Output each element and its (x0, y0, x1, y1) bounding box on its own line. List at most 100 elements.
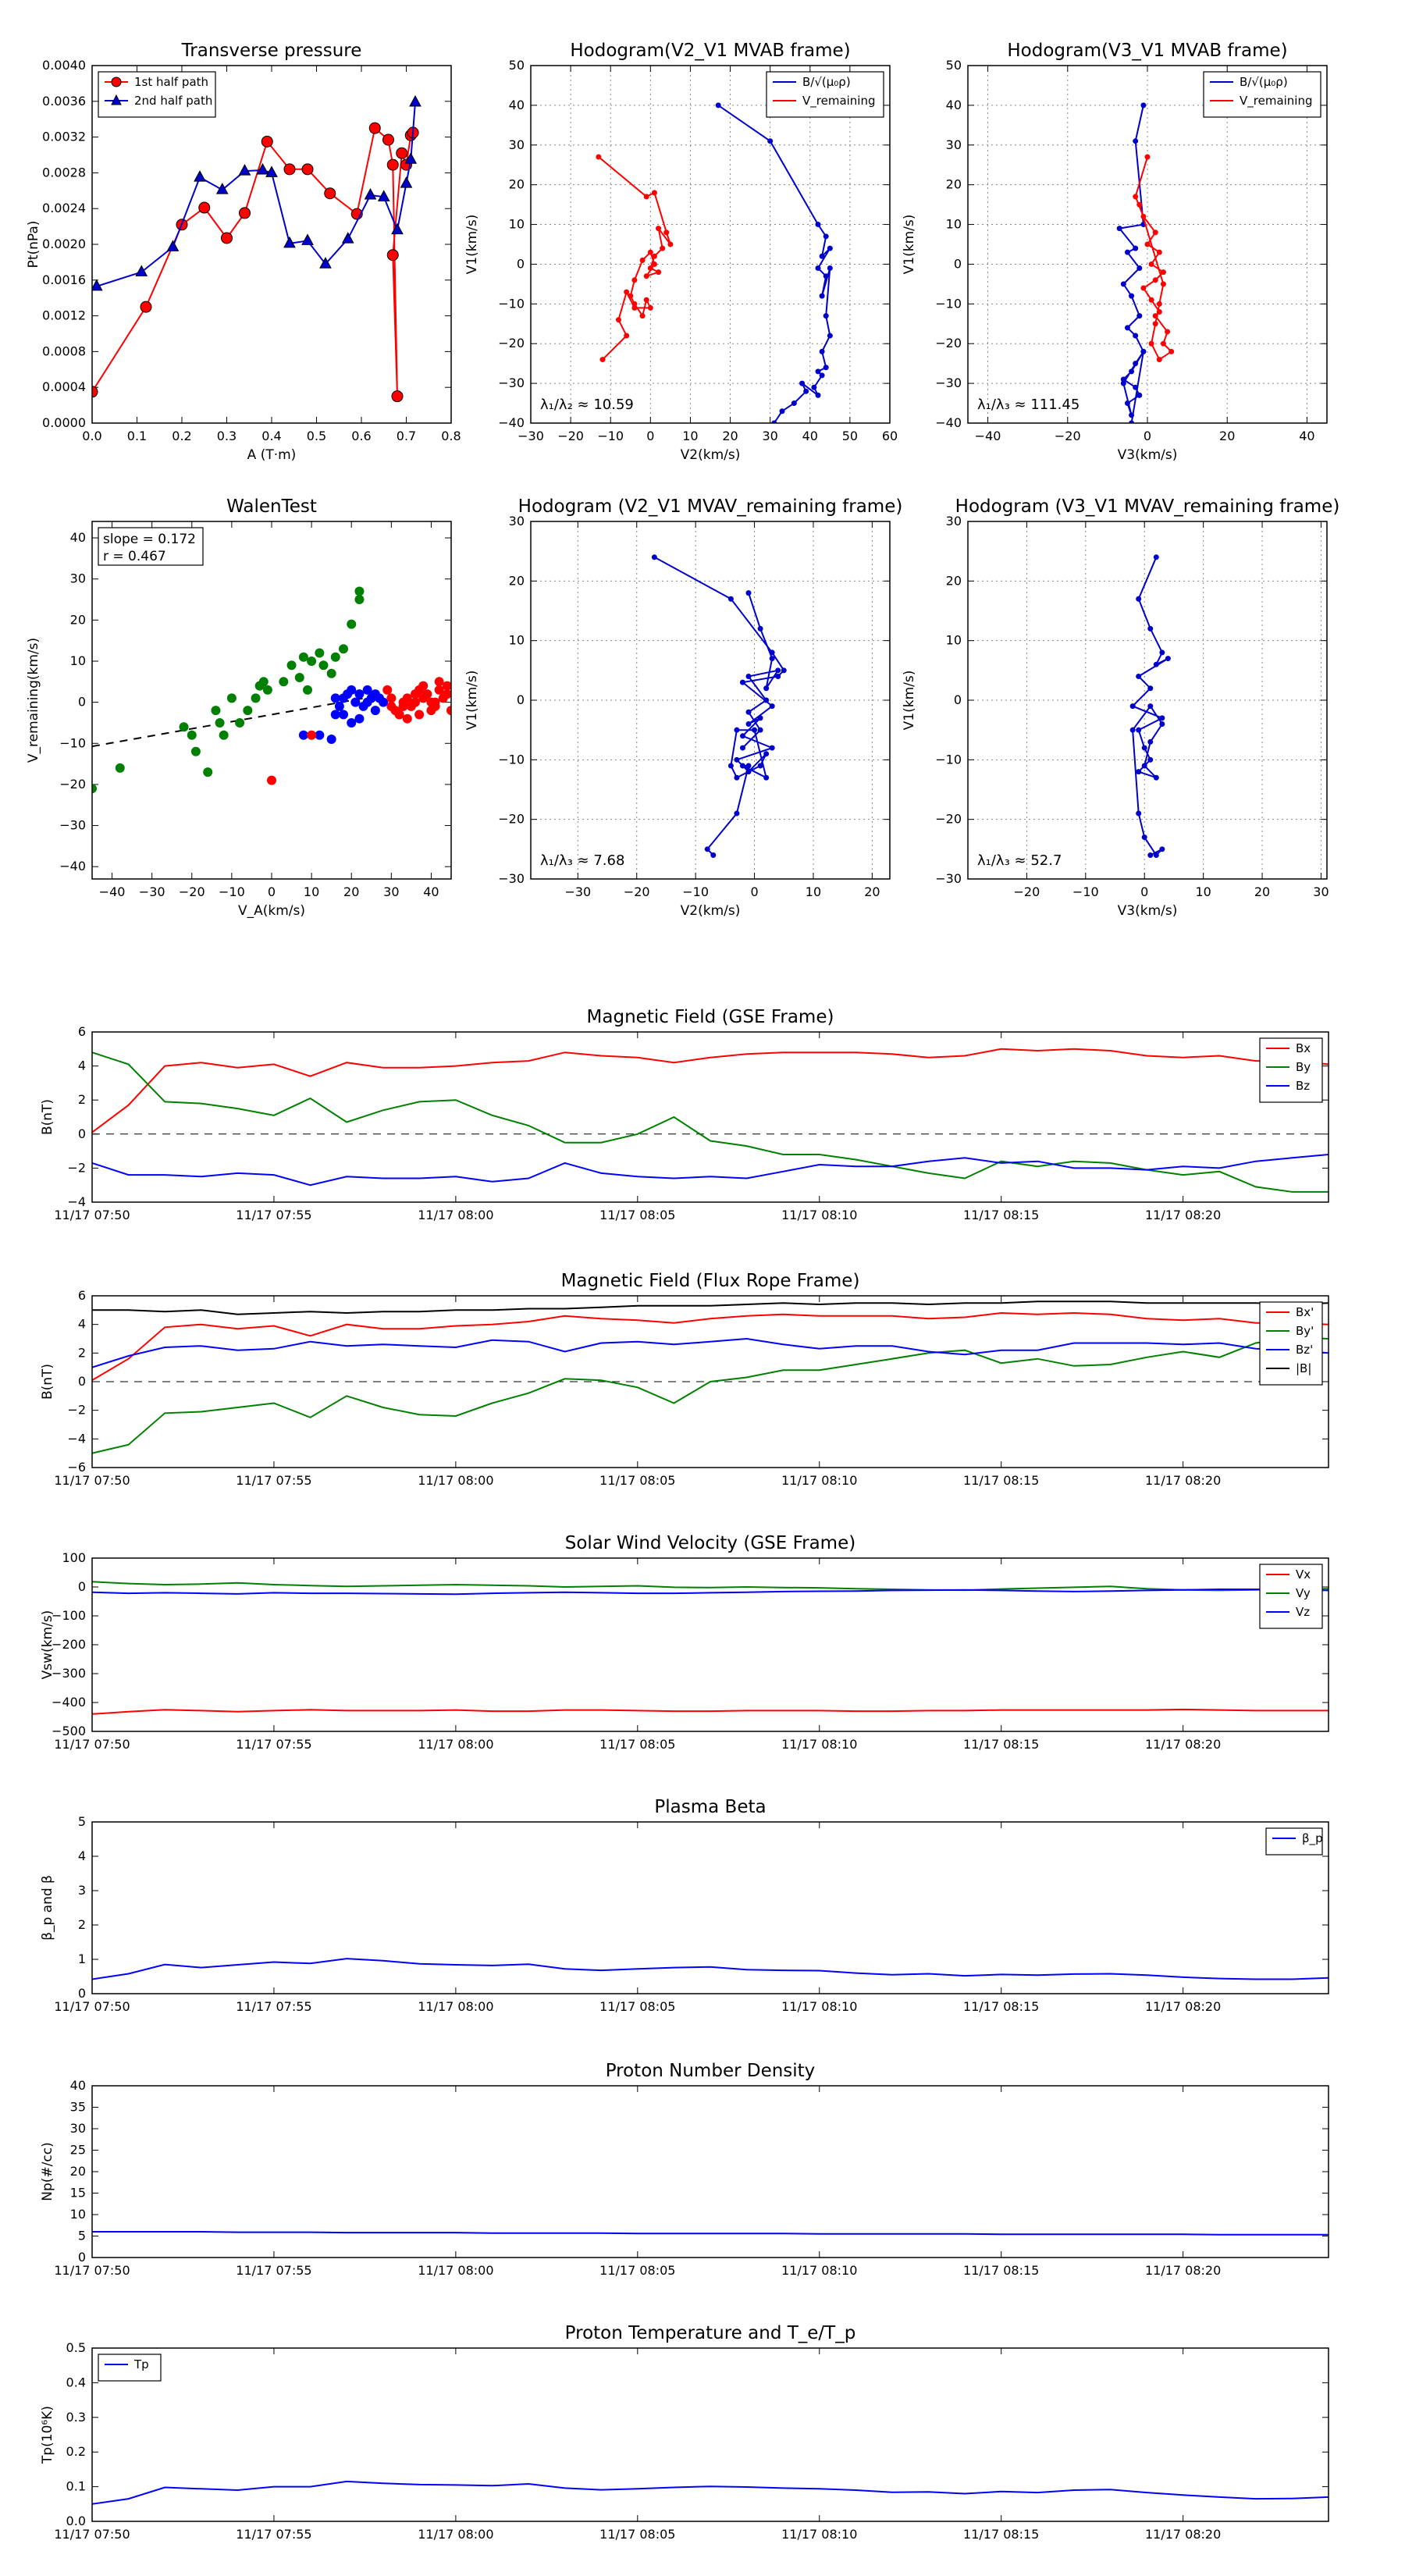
data-point (1141, 834, 1147, 841)
data-point (215, 717, 225, 728)
x-axis-label: V2(km/s) (681, 903, 741, 919)
x-tick-label: 0.8 (441, 429, 461, 443)
stats-box (98, 527, 204, 566)
x-tick-label: 0 (268, 884, 276, 899)
y-axis-label: Np(#/cc) (40, 2142, 55, 2201)
legend-label: B/√(μ₀ρ) (1240, 75, 1288, 89)
x-tick-label: −20 (1055, 429, 1081, 443)
data-point (286, 660, 297, 671)
x-tick-label: 0.3 (217, 429, 237, 443)
data-point (815, 368, 821, 375)
series-line (92, 1311, 1329, 1382)
correlation-label: r = 0.467 (103, 549, 166, 564)
y-tick-label: −20 (935, 336, 962, 350)
chart-panel-1: Hodogram(V2_V1 MVAB frame) −30 −20 −10 0 10 20… (464, 41, 898, 463)
x-tick-label: 11/17 08:15 (963, 2263, 1039, 2278)
series-2 (92, 1589, 1329, 1596)
legend: Bx' By' Bz' |B| (1259, 1301, 1323, 1386)
data-point (1136, 810, 1142, 817)
chart-title: Hodogram (V2_V1 MVAV_remaining frame) (518, 496, 903, 517)
data-point (319, 257, 332, 269)
y-tick-label: 0.3 (66, 2410, 86, 2425)
x-tick-label: 11/17 08:15 (963, 1999, 1039, 2014)
data-point (781, 667, 787, 674)
x-tick-label: 20 (864, 884, 880, 899)
data-point (599, 357, 606, 363)
series-line (92, 1958, 1329, 1980)
y-tick-label: 10 (509, 633, 525, 648)
eigenvalue-ratio-label: λ₁/λ₃ ≈ 52.7 (977, 852, 1062, 869)
data-point (1133, 361, 1139, 367)
y-tick-label: 30 (946, 137, 962, 152)
x-tick-label: −30 (564, 884, 591, 899)
y-tick-label: 20 (509, 177, 525, 192)
chart-title: Solar Wind Velocity (GSE Frame) (565, 1533, 855, 1553)
legend-marker (111, 94, 122, 105)
legend-label: V_remaining (1240, 94, 1313, 109)
y-tick-label: 50 (946, 58, 962, 73)
series-1 (92, 1581, 1329, 1592)
data-point (779, 408, 785, 415)
data-point (382, 685, 393, 695)
y-axis-label: V1(km/s) (902, 215, 917, 275)
data-point (745, 590, 752, 596)
y-tick-label: 4 (78, 1059, 86, 1073)
y-tick-label: 0.0032 (42, 130, 86, 144)
data-point (639, 313, 646, 319)
series-0 (651, 554, 787, 858)
x-tick-label: 40 (423, 884, 439, 899)
series-0 (1116, 102, 1147, 423)
x-tick-label: 11/17 07:55 (236, 1999, 311, 2014)
y-tick-label: 10 (509, 217, 525, 232)
data-point (827, 265, 833, 272)
data-point (815, 392, 821, 398)
eigenvalue-ratio-label: λ₁/λ₃ ≈ 7.68 (540, 852, 624, 869)
data-point (318, 660, 329, 671)
series-line (92, 1048, 1329, 1133)
x-tick-label: 11/17 08:05 (599, 1473, 675, 1488)
x-tick-label: 50 (842, 429, 858, 443)
legend-label: By (1296, 1060, 1311, 1074)
x-tick-label: 11/17 08:00 (418, 1999, 493, 2014)
data-point (823, 313, 829, 319)
data-point (298, 730, 308, 740)
y-tick-label: 100 (62, 1550, 86, 1565)
data-point (350, 697, 361, 707)
fit-line (92, 696, 368, 748)
data-point (1147, 625, 1154, 632)
series-1 (92, 1051, 1329, 1193)
y-axis-label: V1(km/s) (902, 671, 917, 731)
plot-frame (967, 65, 1328, 424)
x-tick-label: 11/17 08:10 (781, 2263, 857, 2278)
data-point (1156, 301, 1162, 307)
y-tick-label: 0.0 (66, 2514, 86, 2528)
y-tick-label: 0 (78, 1579, 86, 1594)
data-point (391, 390, 404, 403)
y-axis-label: V_remaining(km/s) (26, 638, 41, 763)
x-tick-label: 30 (762, 429, 777, 443)
x-tick-label: −20 (557, 429, 584, 443)
data-point (775, 673, 781, 679)
x-tick-label: 20 (1254, 884, 1270, 899)
data-point (235, 717, 245, 728)
x-tick-label: −20 (624, 884, 650, 899)
data-point (1152, 321, 1158, 327)
data-point (769, 745, 775, 751)
data-point (757, 625, 763, 632)
data-point (394, 710, 404, 720)
data-point (1159, 846, 1165, 852)
y-tick-label: 10 (946, 633, 962, 648)
data-point (819, 372, 825, 379)
data-point (198, 201, 211, 214)
data-point (402, 713, 412, 724)
chart-title: Magnetic Field (Flux Rope Frame) (561, 1271, 860, 1291)
data-point (739, 733, 745, 739)
data-point (1141, 763, 1147, 769)
data-point (823, 273, 829, 279)
data-point (190, 746, 201, 756)
x-tick-label: 11/17 07:50 (54, 1737, 130, 1752)
data-point (1116, 226, 1122, 232)
data-point (734, 727, 740, 733)
y-tick-label: −40 (498, 415, 525, 430)
x-tick-label: 0.7 (397, 429, 416, 443)
